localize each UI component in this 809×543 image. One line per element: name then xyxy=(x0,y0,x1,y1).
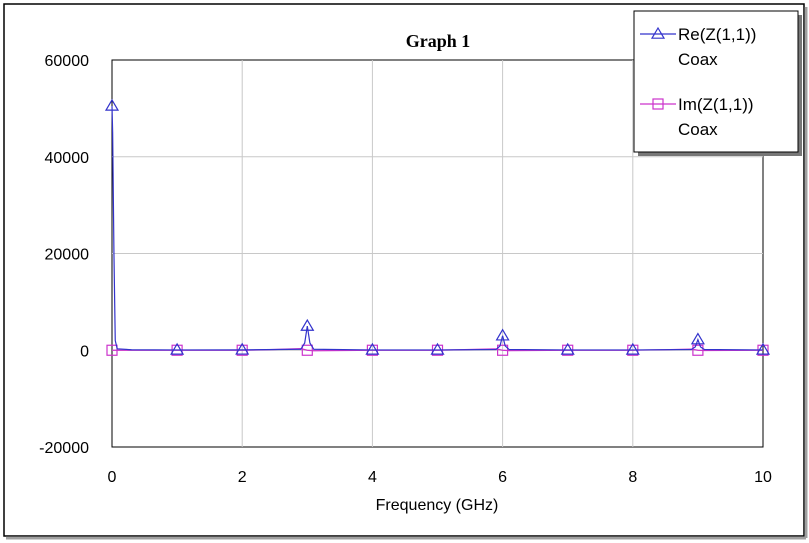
y-tick-label: 60000 xyxy=(45,53,90,70)
y-tick-label: 40000 xyxy=(45,150,90,167)
series-marker xyxy=(430,342,445,355)
series-marker xyxy=(560,342,575,355)
series-marker xyxy=(497,344,509,356)
x-tick-label: 8 xyxy=(628,469,637,486)
series-marker xyxy=(301,344,313,356)
chart-title: Graph 1 xyxy=(406,31,471,51)
legend-series-sublabel: Coax xyxy=(678,120,718,139)
y-tick-label: 0 xyxy=(80,343,89,360)
series-marker xyxy=(170,342,185,355)
x-tick-label: 0 xyxy=(108,469,117,486)
series-marker xyxy=(692,344,704,356)
x-tick-label: 4 xyxy=(368,469,377,486)
series-line xyxy=(111,105,764,351)
y-tick-label: -20000 xyxy=(39,440,89,457)
series-marker xyxy=(755,342,771,355)
x-tick-label: 2 xyxy=(238,469,247,486)
legend-series-sublabel: Coax xyxy=(678,50,718,69)
series-marker xyxy=(495,328,510,341)
legend-series-name: Re(Z(1,1)) xyxy=(678,25,756,44)
x-tick-label: 6 xyxy=(498,469,507,486)
series-marker xyxy=(106,344,118,356)
x-axis-label: Frequency (GHz) xyxy=(376,497,499,514)
series-marker xyxy=(300,318,315,331)
series-layer xyxy=(104,98,771,356)
series-marker xyxy=(104,98,120,111)
legend-marker xyxy=(650,26,666,39)
series-marker xyxy=(625,342,640,355)
x-tick-label: 10 xyxy=(754,469,772,486)
series-marker xyxy=(365,342,380,355)
x-tick-labels: 0 2 4 6 8 10 xyxy=(108,469,772,486)
legend-marker xyxy=(652,98,664,110)
y-tick-label: 20000 xyxy=(45,247,90,264)
legend-series-name: Im(Z(1,1)) xyxy=(678,95,754,114)
series-marker xyxy=(235,342,250,355)
y-tick-labels: 60000 40000 20000 0 -20000 xyxy=(39,53,89,457)
legend: Re(Z(1,1)) Coax Im(Z(1,1)) Coax xyxy=(633,10,802,156)
series-marker xyxy=(690,332,705,345)
